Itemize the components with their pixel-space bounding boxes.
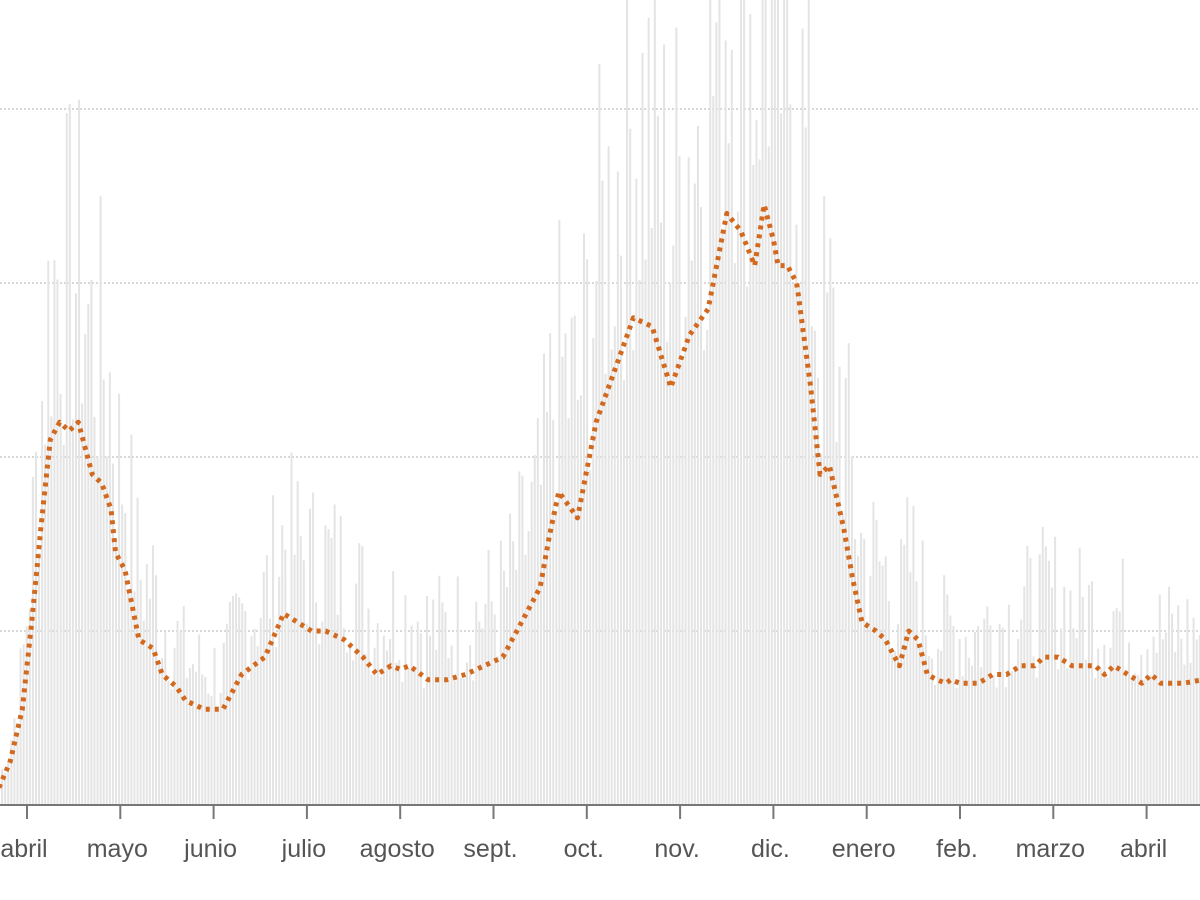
x-tick-label: mayo [87,835,148,863]
x-tick-label: oct. [564,835,604,863]
x-tick-label: julio [281,835,326,863]
x-tick-label: abril [1120,835,1167,863]
x-tick-label: junio [183,835,237,863]
x-tick-label: feb. [936,835,978,863]
x-axis-labels: abril mayo junio julio agosto sept. oct. nov. di… [0,835,1167,863]
x-tick-label: abril [0,835,47,863]
x-tick-label: marzo [1016,835,1085,863]
x-tick-label: enero [832,835,896,863]
average-line [0,202,1200,789]
x-tick-label: sept. [463,835,517,863]
x-tick-label: nov. [654,835,699,863]
daily-bars [0,0,1200,805]
x-tick-label: dic. [751,835,790,863]
average-line-path [0,202,1200,789]
x-tick-label: agosto [360,835,435,863]
x-axis-ticks [26,805,1148,819]
